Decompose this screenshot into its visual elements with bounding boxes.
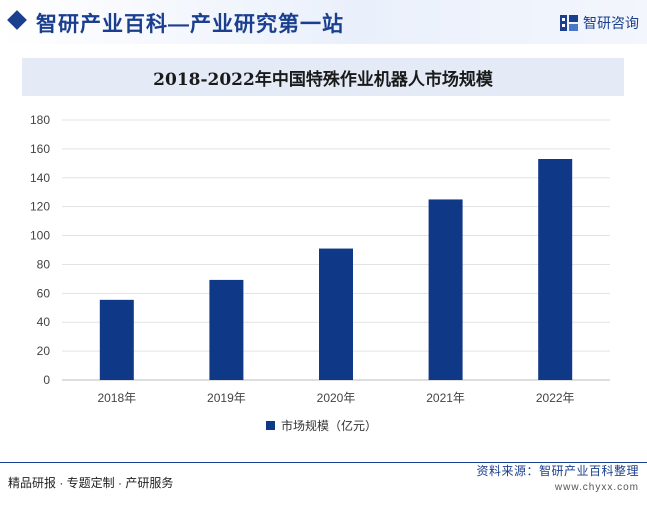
bar xyxy=(99,299,134,380)
x-tick-label: 2019年 xyxy=(207,391,246,405)
page-header: 智研产业百科—产业研究第一站 智研咨询 xyxy=(0,0,647,44)
y-tick-label: 120 xyxy=(30,200,50,214)
zhiyan-logo-icon xyxy=(560,15,578,31)
x-tick-label: 2018年 xyxy=(97,391,136,405)
bar xyxy=(428,199,463,380)
legend-label: 市场规模（亿元） xyxy=(281,418,378,433)
header-title: 智研产业百科—产业研究第一站 xyxy=(36,13,344,36)
footer-services: 精品研报 · 专题定制 · 产研服务 xyxy=(8,476,174,490)
bar xyxy=(319,248,353,380)
y-tick-label: 80 xyxy=(37,257,51,271)
x-tick-label: 2020年 xyxy=(317,391,356,405)
y-tick-label: 160 xyxy=(30,142,50,156)
bar-chart: 0 20 40 60 80 100 120 140 160 180 2018年 2019年 2020年 2… xyxy=(30,113,610,405)
footer-source: 资料来源：智研产业百科整理 xyxy=(476,464,639,478)
chart-legend: 市场规模（亿元） xyxy=(266,416,377,434)
brand-name: 智研咨询 xyxy=(583,15,639,31)
legend-swatch xyxy=(266,420,275,430)
y-tick-label: 0 xyxy=(43,373,50,387)
x-tick-label: 2022年 xyxy=(536,391,575,405)
x-tick-label: 2021年 xyxy=(426,391,465,405)
y-tick-label: 60 xyxy=(37,286,51,300)
y-tick-label: 100 xyxy=(30,229,50,243)
bar xyxy=(538,159,573,380)
chart-title: 2018-2022年中国特殊作业机器人市场规模 xyxy=(153,69,493,90)
footer-url[interactable]: www.chyxx.com xyxy=(554,482,639,493)
chart-title-banner: 2018-2022年中国特殊作业机器人市场规模 xyxy=(22,58,624,96)
y-tick-label: 40 xyxy=(37,315,51,329)
diamond-icon xyxy=(7,10,27,30)
y-tick-label: 20 xyxy=(37,344,51,358)
footer-divider xyxy=(0,462,647,463)
brand[interactable]: 智研咨询 xyxy=(559,12,639,34)
y-tick-label: 180 xyxy=(30,113,50,127)
y-tick-label: 140 xyxy=(30,171,50,185)
bar xyxy=(209,279,244,380)
